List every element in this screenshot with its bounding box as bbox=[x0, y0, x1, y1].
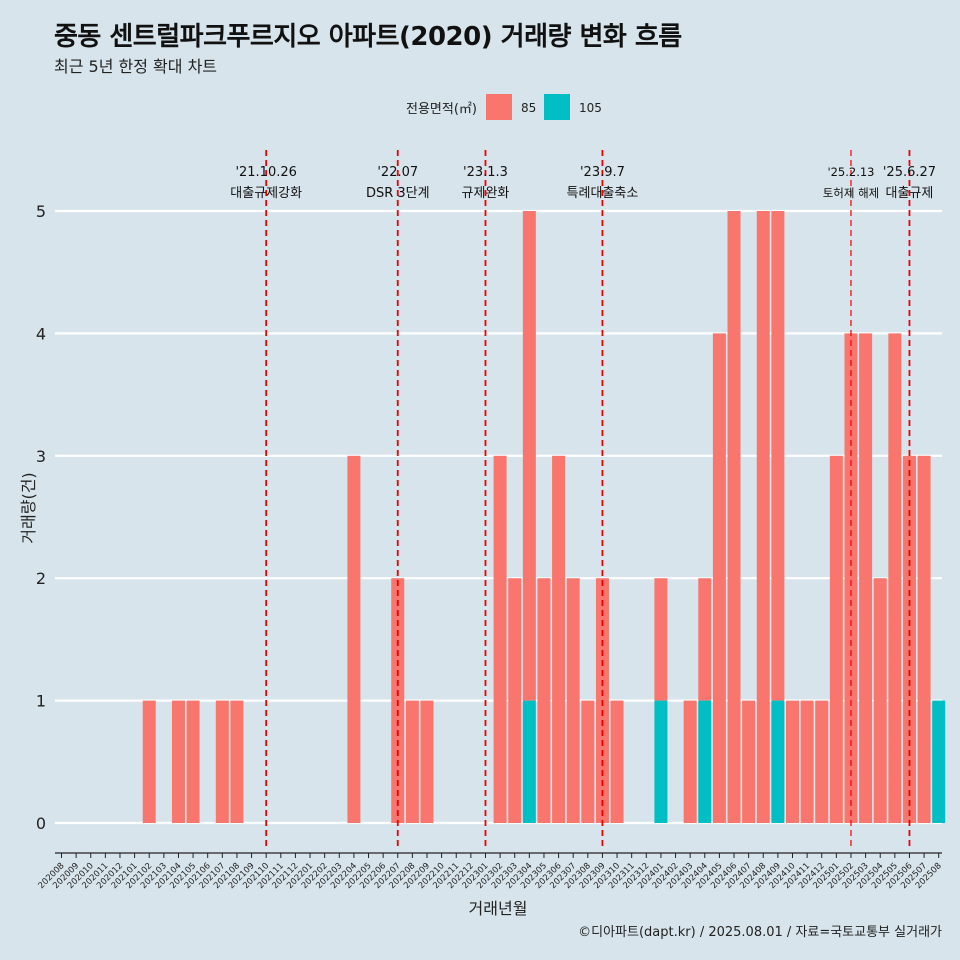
bar-85 bbox=[420, 700, 434, 823]
bar-85 bbox=[610, 700, 624, 823]
event-label: 규제완화 bbox=[462, 186, 510, 201]
bar-85 bbox=[844, 333, 858, 823]
legend-swatch-105 bbox=[544, 94, 570, 120]
bar-85 bbox=[171, 700, 185, 823]
y-axis-title: 거래량(건) bbox=[19, 472, 38, 543]
bar-85 bbox=[756, 211, 770, 823]
bar-85 bbox=[683, 700, 697, 823]
bar-85 bbox=[142, 700, 156, 823]
bar-85 bbox=[347, 455, 361, 823]
y-tick-label: 1 bbox=[36, 692, 46, 711]
bar-85 bbox=[552, 455, 566, 823]
bar-85 bbox=[771, 211, 785, 701]
bar-85 bbox=[186, 700, 200, 823]
event-date: '22.07 bbox=[377, 165, 418, 180]
bar-85 bbox=[815, 700, 829, 823]
chart-subtitle: 최근 5년 한정 확대 차트 bbox=[54, 57, 218, 76]
bar-85 bbox=[786, 700, 799, 823]
x-axis-title: 거래년월 bbox=[469, 899, 528, 918]
bar-85 bbox=[508, 578, 522, 823]
event-date: '21.10.26 bbox=[235, 165, 296, 180]
bar-85 bbox=[230, 700, 244, 823]
legend-title: 전용면적(㎡) bbox=[406, 102, 477, 117]
bar-105 bbox=[654, 700, 668, 823]
event-label: 특례대출축소 bbox=[567, 186, 639, 201]
bar-85 bbox=[917, 455, 931, 823]
source-caption: ©디아파트(dapt.kr) / 2025.08.01 / 자료=국토교통부 실… bbox=[578, 925, 942, 940]
bar-85 bbox=[537, 578, 551, 823]
bar-85 bbox=[493, 455, 507, 823]
y-tick-label: 4 bbox=[36, 324, 46, 343]
bar-85 bbox=[215, 700, 229, 823]
event-label: 토허제 해제 bbox=[823, 186, 880, 200]
bar-105 bbox=[698, 700, 712, 823]
bar-85 bbox=[859, 333, 873, 823]
bar-85 bbox=[873, 578, 887, 823]
legend-swatch-85 bbox=[486, 94, 512, 120]
legend: 전용면적(㎡) 85 105 bbox=[406, 94, 602, 120]
bar-85 bbox=[727, 211, 741, 823]
event-date: '23.1.3 bbox=[463, 165, 508, 180]
bar-85 bbox=[405, 700, 419, 823]
event-label: DSR 3단계 bbox=[366, 186, 430, 201]
event-date: '25.6.27 bbox=[883, 165, 936, 180]
bar-105 bbox=[932, 700, 946, 823]
bar-85 bbox=[888, 333, 902, 823]
legend-label-85: 85 bbox=[521, 101, 536, 115]
bar-105 bbox=[522, 700, 536, 823]
bar-85 bbox=[698, 578, 712, 701]
bars bbox=[142, 211, 946, 823]
event-label: 대출규제강화 bbox=[230, 186, 302, 201]
legend-label-105: 105 bbox=[579, 101, 602, 115]
bar-85 bbox=[522, 211, 536, 701]
event-date: '23.9.7 bbox=[580, 165, 625, 180]
chart-title: 중동 센트럴파크푸르지오 아파트(2020) 거래량 변화 흐름 bbox=[54, 22, 682, 52]
bar-85 bbox=[800, 700, 814, 823]
bar-85 bbox=[581, 700, 595, 823]
bar-105 bbox=[771, 700, 785, 823]
bar-85 bbox=[566, 578, 580, 823]
y-tick-label: 3 bbox=[36, 447, 46, 466]
event-date: '25.2.13 bbox=[827, 165, 874, 179]
bar-85 bbox=[829, 455, 843, 823]
bar-85 bbox=[712, 333, 726, 823]
bar-85 bbox=[902, 455, 916, 823]
y-tick-label: 2 bbox=[36, 569, 46, 588]
event-markers: '21.10.26 대출규제강화 '22.07 DSR 3단계 '23.1.3 규제완화 '… bbox=[230, 150, 936, 850]
event-label: 대출규제 bbox=[886, 186, 934, 201]
y-tick-label: 0 bbox=[36, 814, 46, 833]
bar-85 bbox=[654, 578, 668, 701]
y-tick-label: 5 bbox=[36, 202, 46, 221]
bar-85 bbox=[742, 700, 756, 823]
